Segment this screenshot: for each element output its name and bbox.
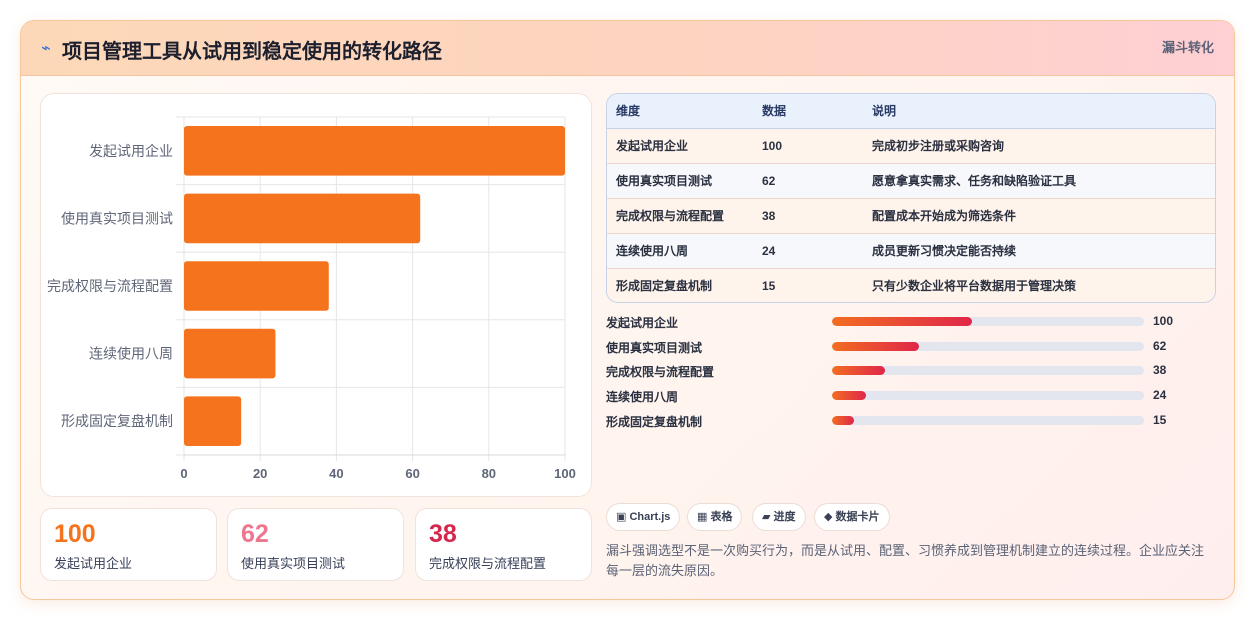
- progress-fill: [832, 366, 886, 375]
- progress-label: 形成固定复盘机制: [606, 415, 703, 429]
- progress-fill: [832, 416, 854, 425]
- bar: [184, 328, 276, 379]
- bar: [184, 261, 329, 311]
- progress-label: 发起试用企业: [606, 316, 679, 330]
- progress-label: 使用真实项目测试: [606, 341, 703, 355]
- table-row: 连续使用八周 24 成员更新习惯决定能否持续: [607, 233, 1215, 269]
- chip-progress[interactable]: ▰ 进度: [752, 503, 806, 531]
- table-header-row: 维度 数据 说明: [607, 94, 1215, 129]
- progress-row: 连续使用八周 24: [606, 387, 1196, 405]
- table-cell: 发起试用企业: [607, 128, 753, 164]
- progress-row: 完成权限与流程配置 38: [606, 362, 1196, 380]
- table-header-cell: 数据: [753, 94, 863, 129]
- progress-fill: [832, 317, 973, 326]
- y-tick-label: 完成权限与流程配置: [47, 278, 173, 294]
- summary-note: 漏斗强调选型不是一次购买行为，而是从试用、配置、习惯养成到管理机制建立的连续过程…: [606, 543, 1205, 578]
- bar: [184, 193, 421, 244]
- table-cell: 62: [753, 163, 863, 199]
- chip-data-card[interactable]: ◆ 数据卡片: [814, 503, 890, 531]
- bar: [184, 126, 565, 176]
- progress-row: 发起试用企业 100: [606, 313, 1196, 331]
- stat-card-3: 38 完成权限与流程配置: [415, 508, 592, 581]
- table-row: 使用真实项目测试 62 愿意拿真实需求、任务和缺陷验证工具: [607, 163, 1215, 199]
- y-tick-label: 发起试用企业: [89, 143, 173, 159]
- stat-value: 62: [241, 520, 269, 548]
- progress-track: [832, 416, 1144, 425]
- page-title: 项目管理工具从试用到稳定使用的转化路径: [62, 41, 442, 63]
- x-tick-label: 40: [329, 466, 343, 481]
- x-tick-label: 20: [253, 466, 267, 481]
- table-cell: 24: [753, 233, 863, 269]
- progress-fill: [832, 342, 920, 351]
- table-cell: 连续使用八周: [607, 233, 753, 269]
- bar-chart: 发起试用企业使用真实项目测试完成权限与流程配置连续使用八周形成固定复盘机制 0 20…: [40, 93, 592, 497]
- progress-label: 完成权限与流程配置: [606, 365, 715, 379]
- table-cell: 只有少数企业将平台数据用于管理决策: [863, 268, 1215, 302]
- stat-value: 100: [54, 520, 96, 548]
- progress-track: [832, 391, 1144, 400]
- progress-value: 24: [1153, 388, 1167, 402]
- x-tick-label: 80: [482, 466, 496, 481]
- bar: [184, 396, 242, 446]
- table-header-cell: 维度: [607, 94, 753, 129]
- progress-row: 形成固定复盘机制 15: [606, 412, 1196, 430]
- chip-table[interactable]: ▦ 表格: [687, 503, 743, 531]
- table-header-cell: 说明: [863, 94, 1215, 129]
- table-row: 完成权限与流程配置 38 配置成本开始成为筛选条件: [607, 198, 1215, 234]
- table-row: 发起试用企业 100 完成初步注册或采购咨询: [607, 128, 1215, 164]
- bolt-icon: ⌁: [41, 40, 51, 57]
- y-tick-label: 形成固定复盘机制: [61, 413, 173, 429]
- stat-card-2: 62 使用真实项目测试: [227, 508, 404, 581]
- y-tick-label: 连续使用八周: [89, 346, 173, 362]
- progress-track: [832, 366, 1144, 375]
- chip-chartjs[interactable]: ▣ Chart.js: [606, 503, 681, 531]
- table-cell: 完成初步注册或采购咨询: [863, 128, 1215, 164]
- progress-label: 连续使用八周: [606, 390, 679, 404]
- table-cell: 完成权限与流程配置: [607, 198, 753, 234]
- progress-value: 15: [1153, 413, 1167, 427]
- stat-value: 38: [429, 520, 457, 548]
- y-tick-label: 使用真实项目测试: [61, 210, 173, 226]
- table-cell: 38: [753, 198, 863, 234]
- progress-row: 使用真实项目测试 62: [606, 338, 1196, 356]
- x-tick-label: 0: [180, 466, 187, 481]
- progress-value: 100: [1153, 314, 1174, 328]
- table-cell: 100: [753, 128, 863, 164]
- stat-card-1: 100 发起试用企业: [40, 508, 217, 581]
- progress-track: [832, 317, 1144, 326]
- table-cell: 使用真实项目测试: [607, 163, 753, 199]
- table-row: 形成固定复盘机制 15 只有少数企业将平台数据用于管理决策: [607, 268, 1215, 302]
- table-cell: 15: [753, 268, 863, 302]
- table-cell: 形成固定复盘机制: [607, 268, 753, 302]
- progress-fill: [832, 391, 867, 400]
- header-bar: ⌁ 项目管理工具从试用到稳定使用的转化路径 漏斗转化: [21, 21, 1234, 76]
- stat-label: 发起试用企业: [54, 556, 133, 571]
- progress-value: 62: [1153, 339, 1167, 353]
- data-table: 维度 数据 说明 发起试用企业 100 完成初步注册或采购咨询 使用真实项目测试…: [606, 93, 1216, 303]
- progress-track: [832, 342, 1144, 351]
- table-cell: 成员更新习惯决定能否持续: [863, 233, 1215, 269]
- table-cell: 配置成本开始成为筛选条件: [863, 198, 1215, 234]
- stat-label: 完成权限与流程配置: [429, 556, 547, 571]
- x-tick-label: 100: [554, 466, 576, 481]
- progress-value: 38: [1153, 363, 1167, 377]
- table-cell: 愿意拿真实需求、任务和缺陷验证工具: [863, 163, 1215, 199]
- chart-type-tag: 漏斗转化: [1161, 40, 1214, 55]
- x-tick-label: 60: [405, 466, 419, 481]
- dashboard-card: ⌁ 项目管理工具从试用到稳定使用的转化路径 漏斗转化 发起试用企业 使用真实项目测…: [20, 20, 1235, 600]
- stat-label: 使用真实项目测试: [241, 556, 346, 571]
